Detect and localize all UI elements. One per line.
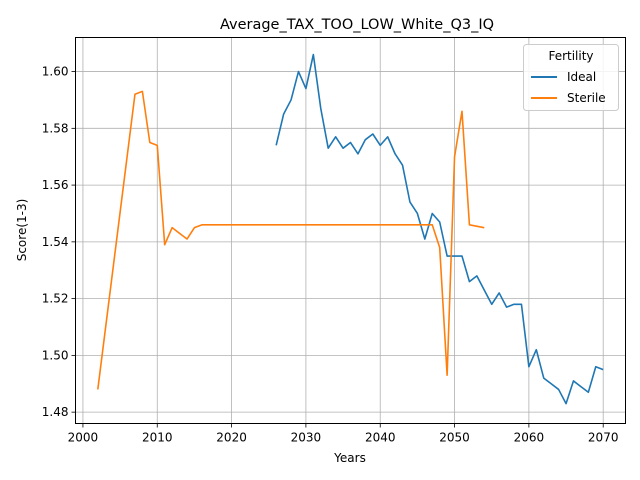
y-axis-label: Score(1-3) (15, 199, 29, 262)
x-tick-label: 2010 (142, 431, 173, 445)
legend-label-sterile: Sterile (567, 91, 606, 105)
legend: Fertility Ideal Sterile (523, 44, 619, 111)
x-tick-label: 2030 (291, 431, 322, 445)
y-tick-label: 1.52 (42, 292, 69, 306)
series-lines (97, 53, 604, 405)
x-axis-label: Years (333, 451, 366, 465)
x-tick-label: 2070 (588, 431, 619, 445)
y-axis-ticks: 1.48 1.50 1.52 1.54 1.56 1.58 1.60 (42, 65, 76, 419)
x-tick-label: 2020 (216, 431, 247, 445)
x-tick-label: 2060 (514, 431, 545, 445)
legend-label-ideal: Ideal (567, 70, 596, 84)
chart-title: Average_TAX_TOO_LOW_White_Q3_IQ (220, 17, 494, 33)
legend-title: Fertility (548, 49, 593, 63)
grid (75, 37, 626, 424)
y-tick-label: 1.50 (42, 348, 69, 362)
y-tick-label: 1.54 (42, 235, 69, 249)
y-tick-label: 1.60 (42, 65, 69, 79)
y-tick-label: 1.58 (42, 121, 69, 135)
series-line-sterile (97, 90, 485, 390)
legend-box (523, 44, 619, 111)
x-axis-ticks: 2000 2010 2020 2030 2040 2050 2060 2070 (68, 423, 619, 445)
y-tick-label: 1.48 (42, 405, 69, 419)
y-tick-label: 1.56 (42, 178, 69, 192)
series-line-ideal (275, 53, 604, 405)
x-tick-label: 2040 (365, 431, 396, 445)
x-tick-label: 2000 (68, 431, 99, 445)
x-tick-label: 2050 (439, 431, 470, 445)
plot-frame (75, 37, 626, 424)
